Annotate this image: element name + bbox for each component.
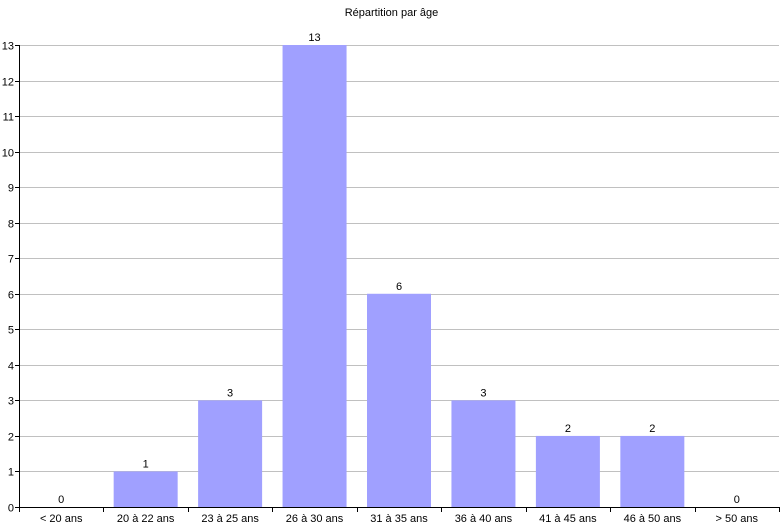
- y-tick-label: 5: [8, 325, 14, 337]
- bar: [620, 435, 685, 507]
- data-label: 0: [58, 494, 64, 506]
- x-tick-label: 41 à 45 ans: [539, 513, 597, 525]
- y-tick-label: 8: [8, 219, 14, 231]
- y-tick-label: 12: [2, 77, 14, 89]
- data-label: 6: [396, 281, 402, 293]
- x-tick-label: 23 à 25 ans: [201, 513, 259, 525]
- data-label: 2: [649, 423, 655, 435]
- x-tick-label: < 20 ans: [40, 513, 83, 525]
- data-label: 1: [143, 458, 149, 470]
- bar: [113, 471, 178, 507]
- y-tick-label: 6: [8, 290, 14, 302]
- bar: [535, 435, 600, 507]
- data-label: 2: [565, 423, 571, 435]
- x-tick-label: 46 à 50 ans: [624, 513, 682, 525]
- y-tick-label: 3: [8, 396, 14, 408]
- y-tick-label: 11: [3, 112, 14, 124]
- data-label: 13: [308, 32, 320, 44]
- y-tick-label: 0: [8, 503, 14, 515]
- chart-title: Répartition par âge: [344, 7, 439, 19]
- data-label: 0: [734, 494, 740, 506]
- y-tick-label: 9: [8, 183, 14, 195]
- y-tick-label: 4: [8, 361, 14, 373]
- bar: [282, 45, 347, 507]
- x-tick-label: 31 à 35 ans: [370, 513, 428, 525]
- y-tick-label: 2: [8, 432, 14, 444]
- y-tick-label: 1: [8, 467, 14, 479]
- bar: [451, 400, 516, 507]
- x-tick-label: > 50 ans: [716, 513, 759, 525]
- data-label: 3: [227, 387, 233, 399]
- x-tick-label: 26 à 30 ans: [286, 513, 344, 525]
- bar: [367, 293, 431, 507]
- x-tick-label: 20 à 22 ans: [117, 513, 175, 525]
- data-label: 3: [480, 387, 486, 399]
- y-tick-label: 10: [2, 148, 14, 160]
- y-tick-label: 13: [2, 41, 14, 53]
- bar: [198, 400, 263, 507]
- x-tick-label: 36 à 40 ans: [455, 513, 513, 525]
- y-tick-label: 7: [8, 254, 14, 266]
